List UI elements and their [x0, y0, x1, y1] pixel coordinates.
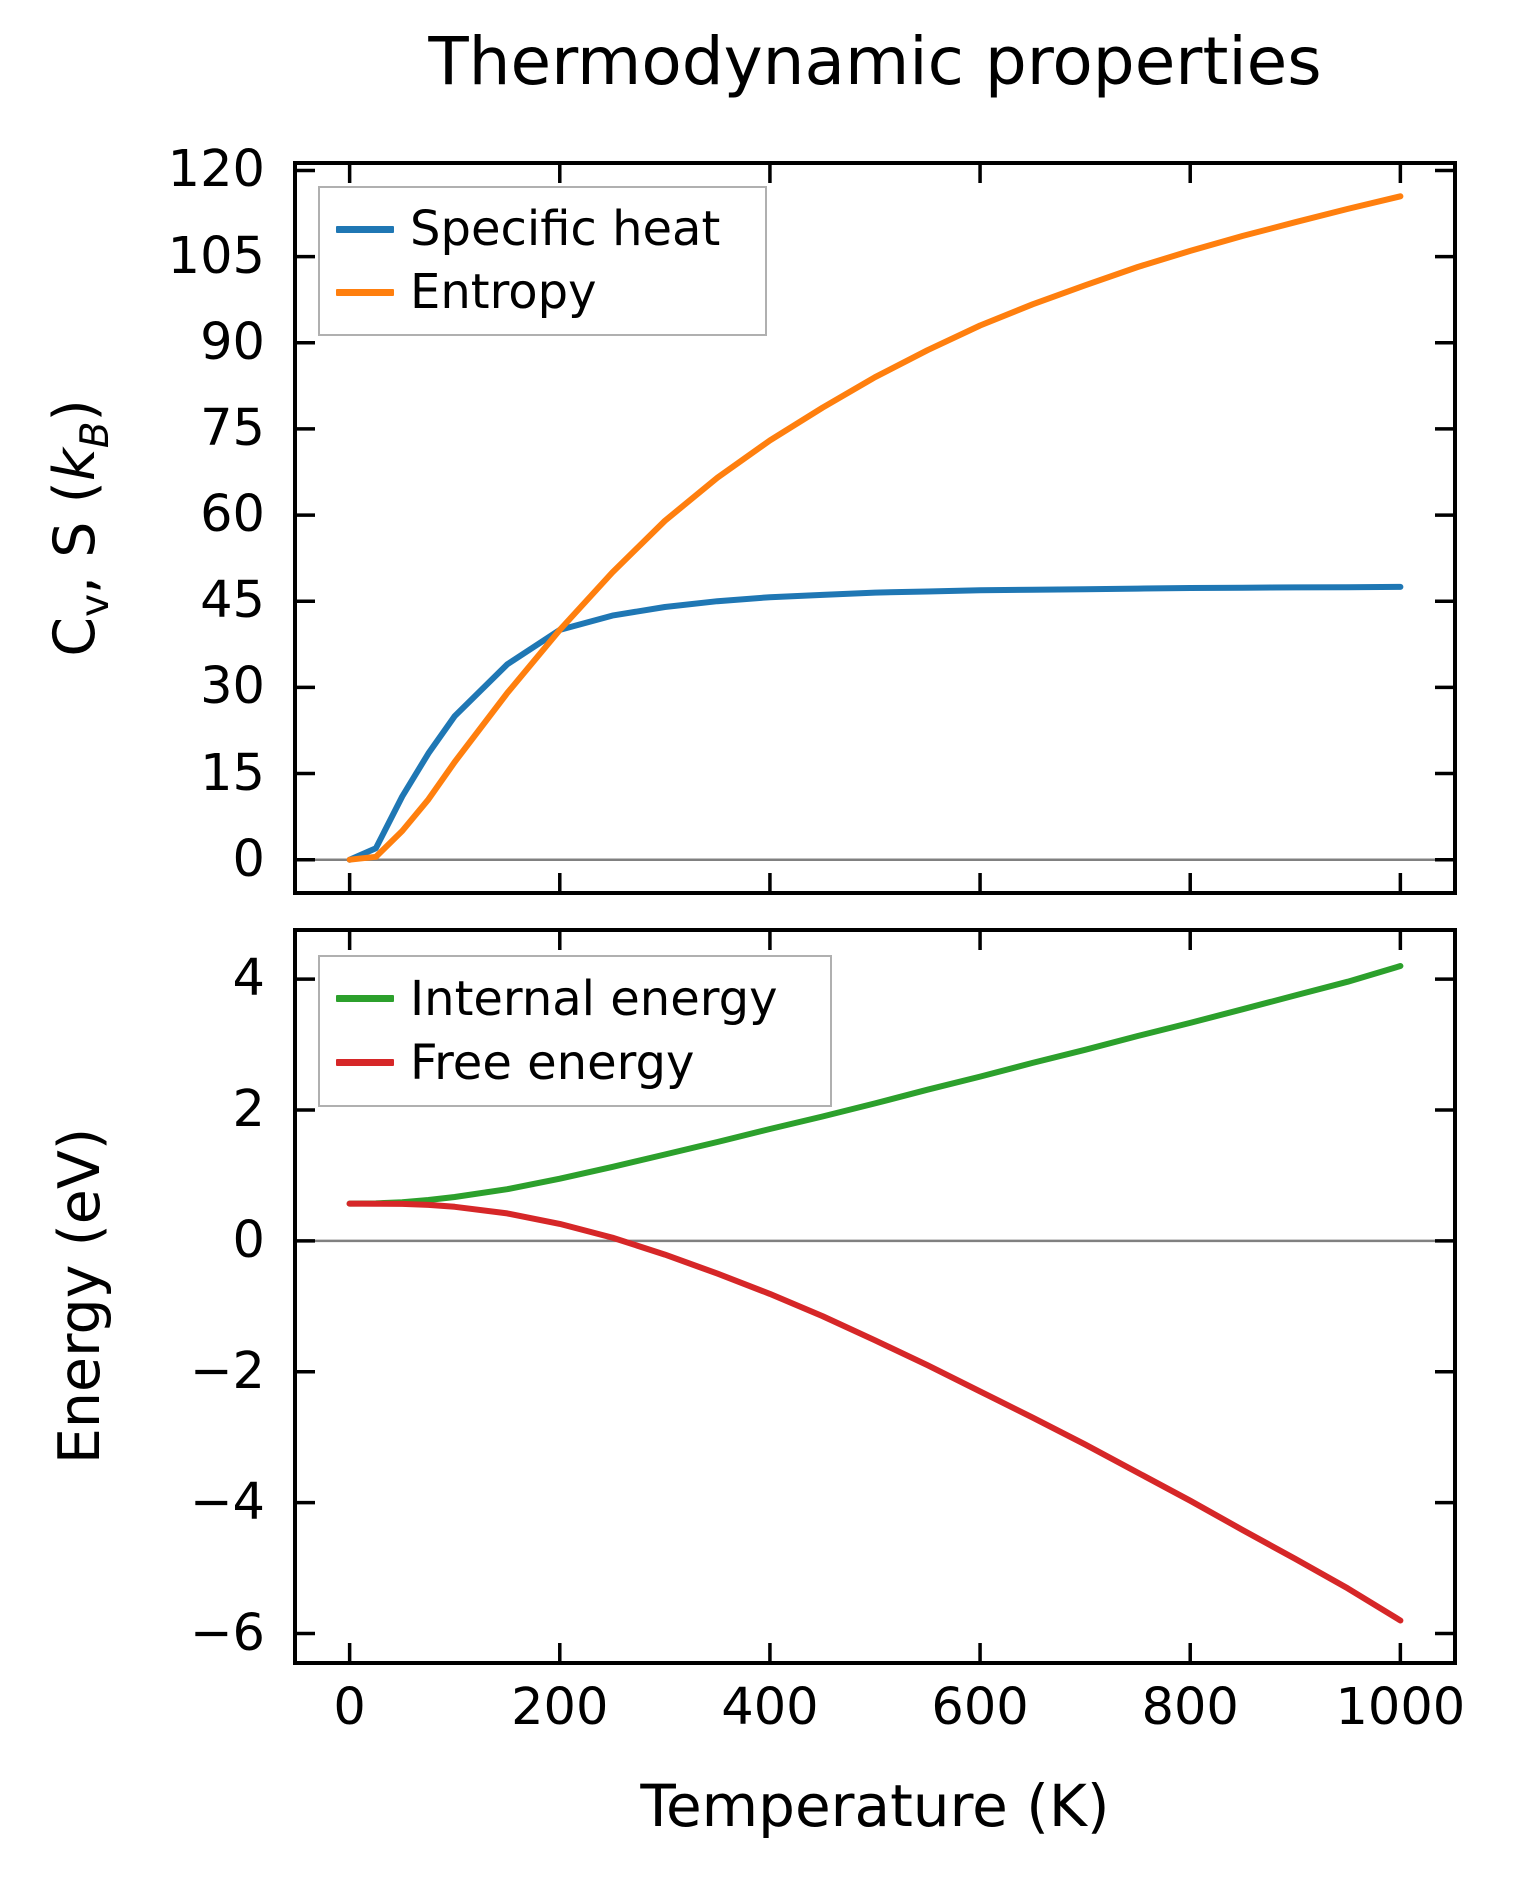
y-axis-label-fragment: C: [42, 616, 109, 657]
axes-spines: [293, 161, 1457, 895]
series-line-internal-energy: [346, 963, 1404, 1207]
y-tick-label: 60: [200, 485, 265, 545]
x-axis-label: Temperature (K): [640, 1772, 1110, 1840]
y-tick-label: 0: [232, 829, 265, 889]
y-tick-label: −4: [189, 1472, 265, 1532]
legend-bottom: Internal energy Free energy: [318, 955, 832, 1107]
entropy-line-swatch: [336, 288, 394, 296]
legend-label: Specific heat: [410, 201, 721, 258]
y-axis-label-bottom: Energy (eV): [47, 1127, 113, 1465]
y-tick-label: 75: [200, 398, 265, 458]
x-tick-label: 600: [931, 1678, 1029, 1737]
series-line-specific-heat: [346, 583, 1404, 863]
y-tick-label: 15: [200, 743, 265, 803]
y-axis-label-fragment: k: [42, 448, 109, 482]
y-tick-label: 30: [200, 657, 265, 717]
y-axis-label-fragment: , S (: [42, 481, 109, 594]
series-line-entropy: [346, 193, 1404, 863]
y-tick-label: 90: [200, 312, 265, 372]
x-tick-label: 1000: [1335, 1678, 1466, 1737]
specific-heat-line-swatch: [336, 225, 394, 233]
series-line-free-energy: [346, 1200, 1404, 1624]
y-axis-label-fragment: ): [42, 399, 109, 422]
legend-entry-entropy: Entropy: [336, 261, 749, 323]
legend-entry-specific-heat: Specific heat: [336, 198, 749, 260]
x-tick-label: 800: [1141, 1678, 1239, 1737]
y-tick-label: −2: [189, 1341, 265, 1401]
y-tick-label: 45: [200, 571, 265, 631]
internal-energy-line-swatch: [336, 995, 394, 1003]
legend-entry-free-energy: Free energy: [336, 1032, 814, 1094]
y-tick-label: −6: [189, 1603, 265, 1663]
x-tick-label: 400: [721, 1678, 819, 1737]
legend-label: Internal energy: [410, 970, 778, 1027]
legend-top: Specific heat Entropy: [318, 186, 767, 336]
x-tick-label: 200: [511, 1678, 609, 1737]
y-tick-label: 105: [167, 226, 265, 286]
free-energy-line-swatch: [336, 1059, 394, 1067]
y-tick-label: 120: [167, 140, 265, 200]
x-tick-label: 0: [333, 1678, 366, 1737]
y-tick-label: 2: [232, 1079, 265, 1139]
legend-label: Entropy: [410, 264, 597, 321]
y-tick-label: 4: [232, 949, 265, 1009]
axes-spines: [293, 928, 1457, 1665]
legend-label: Free energy: [410, 1034, 695, 1091]
legend-entry-internal-energy: Internal energy: [336, 968, 814, 1030]
chart-title: Thermodynamic properties: [428, 23, 1322, 100]
y-tick-label: 0: [232, 1210, 265, 1270]
